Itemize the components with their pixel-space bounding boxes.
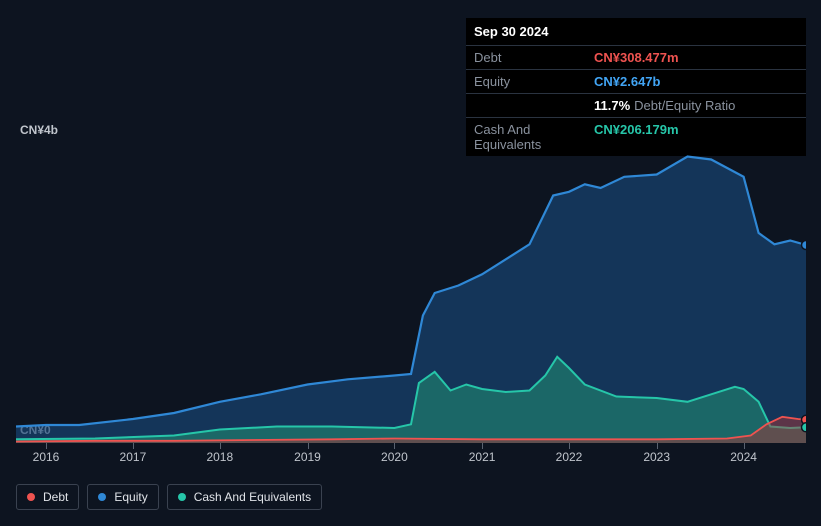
x-tick-label: 2023 bbox=[643, 450, 670, 464]
x-tick-line bbox=[308, 443, 309, 449]
end-marker-equity bbox=[802, 241, 807, 250]
x-tick-line bbox=[220, 443, 221, 449]
chart-svg bbox=[16, 143, 806, 443]
x-tick-label: 2020 bbox=[381, 450, 408, 464]
tooltip-label: Debt bbox=[474, 50, 594, 65]
legend-label: Debt bbox=[43, 490, 68, 504]
legend-label: Equity bbox=[114, 490, 147, 504]
tooltip-value-equity: CN¥2.647b bbox=[594, 74, 798, 89]
legend-item-cash[interactable]: Cash And Equivalents bbox=[167, 484, 322, 510]
end-marker-cash bbox=[802, 423, 807, 432]
tooltip-value-debt: CN¥308.477m bbox=[594, 50, 798, 65]
x-tick-line bbox=[46, 443, 47, 449]
x-tick-line bbox=[744, 443, 745, 449]
x-tick-line bbox=[569, 443, 570, 449]
tooltip-value-ratio: 11.7% Debt/Equity Ratio bbox=[594, 98, 798, 113]
x-tick-label: 2017 bbox=[120, 450, 147, 464]
legend-item-equity[interactable]: Equity bbox=[87, 484, 158, 510]
legend-dot-icon bbox=[98, 493, 106, 501]
tooltip-row-debt: Debt CN¥308.477m bbox=[466, 46, 806, 70]
legend-item-debt[interactable]: Debt bbox=[16, 484, 79, 510]
legend-dot-icon bbox=[27, 493, 35, 501]
x-tick-label: 2022 bbox=[556, 450, 583, 464]
x-axis: 2016 2017 2018 2019 2020 2021 2022 2023 2024 bbox=[16, 450, 806, 470]
x-tick-line bbox=[394, 443, 395, 449]
tooltip-row-ratio: 11.7% Debt/Equity Ratio bbox=[466, 94, 806, 118]
legend-label: Cash And Equivalents bbox=[194, 490, 311, 504]
ratio-sub: Debt/Equity Ratio bbox=[634, 98, 735, 113]
x-tick-line bbox=[482, 443, 483, 449]
tooltip-label bbox=[474, 98, 594, 113]
tooltip-date: Sep 30 2024 bbox=[466, 18, 806, 46]
y-axis-max-label: CN¥4b bbox=[20, 123, 58, 137]
ratio-pct: 11.7% bbox=[594, 98, 630, 113]
x-tick-line bbox=[657, 443, 658, 449]
x-tick-label: 2021 bbox=[469, 450, 496, 464]
area-equity bbox=[16, 157, 806, 444]
x-tick-line bbox=[133, 443, 134, 449]
x-tick-label: 2018 bbox=[206, 450, 233, 464]
legend-dot-icon bbox=[178, 493, 186, 501]
x-tick-label: 2024 bbox=[730, 450, 757, 464]
x-tick-label: 2019 bbox=[294, 450, 321, 464]
tooltip-label: Equity bbox=[474, 74, 594, 89]
chart-area[interactable]: CN¥4b CN¥0 20162017201820192020202120222… bbox=[16, 125, 806, 475]
x-tick-label: 2016 bbox=[33, 450, 60, 464]
legend: Debt Equity Cash And Equivalents bbox=[16, 484, 322, 510]
tooltip-row-equity: Equity CN¥2.647b bbox=[466, 70, 806, 94]
